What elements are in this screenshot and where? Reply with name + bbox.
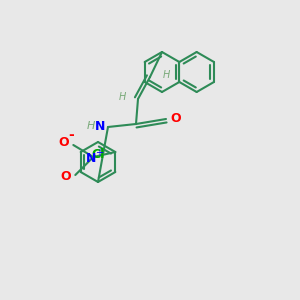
Text: O: O bbox=[171, 112, 181, 125]
Text: N: N bbox=[95, 121, 105, 134]
Text: N: N bbox=[86, 152, 97, 166]
Text: O: O bbox=[60, 170, 70, 184]
Text: H: H bbox=[87, 121, 95, 131]
Text: +: + bbox=[95, 148, 103, 158]
Text: H: H bbox=[162, 70, 170, 80]
Text: H: H bbox=[118, 92, 126, 102]
Text: O: O bbox=[58, 136, 69, 149]
Text: -: - bbox=[68, 128, 74, 142]
Text: Cl: Cl bbox=[92, 148, 105, 161]
